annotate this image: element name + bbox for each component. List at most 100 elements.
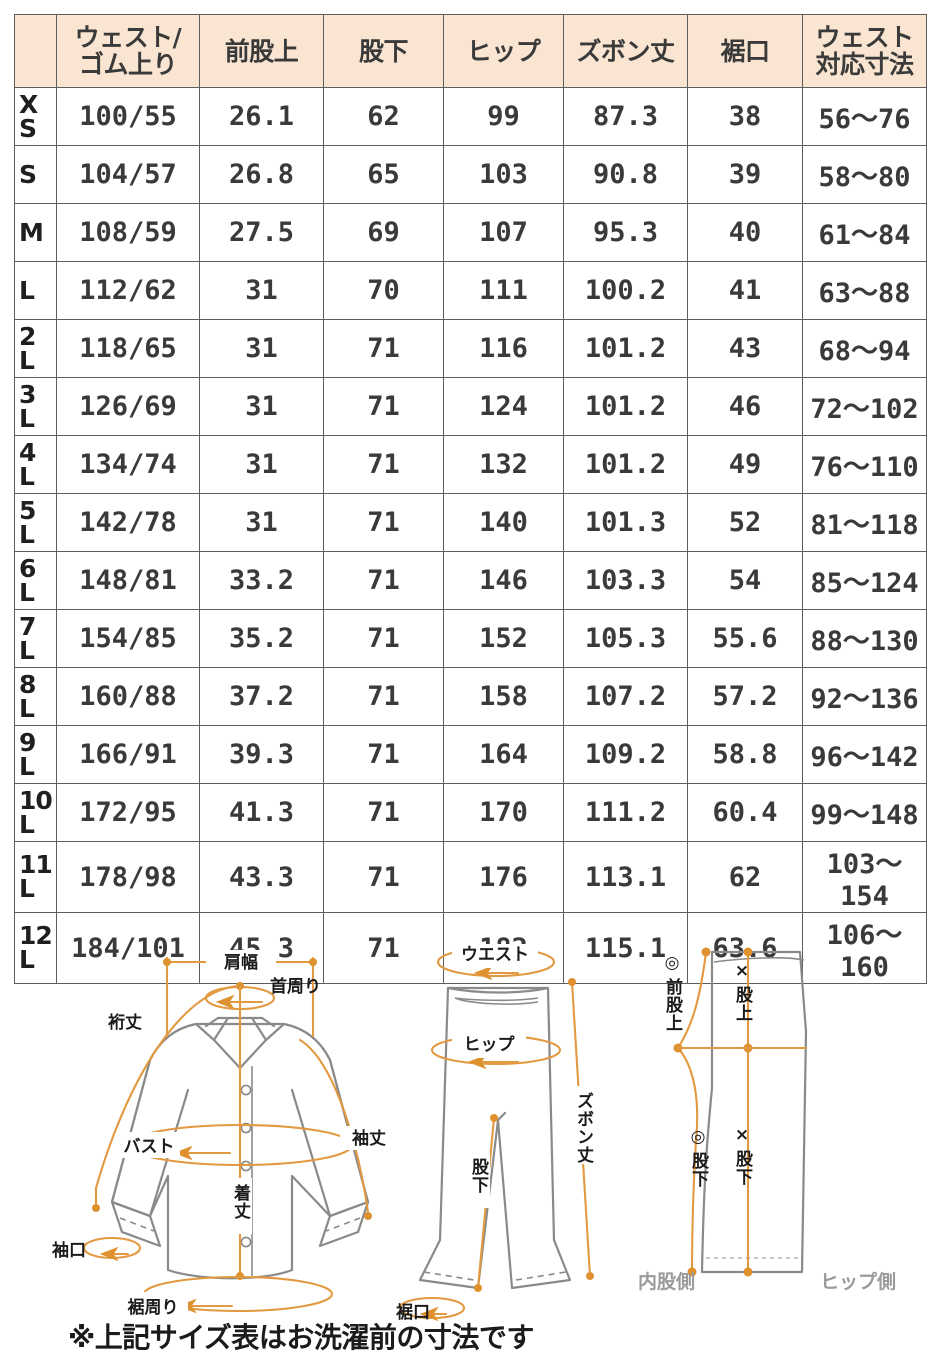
cell-susoguchi: 54	[687, 551, 803, 610]
cell-susoguchi: 52	[687, 493, 803, 552]
cell-waist-taiou: 99〜148	[802, 783, 927, 842]
crotch-front-rise-label: 前股上	[662, 977, 683, 1032]
cell-hip: 170	[443, 783, 564, 842]
header-waist-gomu-line1: ウェスト/	[74, 23, 182, 52]
header-waist-taiou: ウェスト 対応寸法	[802, 14, 927, 88]
table-row: 5 L 142/78 31 71 140 101.3 52 81〜118	[14, 493, 927, 552]
cell-waist-taiou: 81〜118	[802, 493, 927, 552]
cell-susoguchi: 43	[687, 319, 803, 378]
cell-waist-gomu: 172/95	[56, 783, 200, 842]
size-label-top: L	[19, 275, 35, 305]
cell-matashita: 71	[323, 841, 444, 913]
size-label-cell: 11 L	[14, 841, 57, 913]
cell-susoguchi: 39	[687, 145, 803, 204]
cell-waist-gomu: 160/88	[56, 667, 200, 726]
cell-waist-taiou: 103〜154	[802, 841, 927, 913]
cell-waist-taiou: 61〜84	[802, 203, 927, 262]
table-header: ウェスト/ ゴム上り 前股上 股下 ヒップ ズボン丈 裾口 ウェスト 対応寸法	[14, 14, 927, 88]
size-label-bottom: L	[19, 461, 35, 491]
cell-maemata-ue: 31	[199, 435, 324, 494]
crotch-rise-marker: ×	[735, 961, 749, 981]
size-label-bottom: L	[19, 345, 35, 375]
jacket-bust-label: バスト	[124, 1137, 175, 1157]
cell-maemata-ue: 39.3	[199, 725, 324, 784]
size-label-top: 10	[19, 785, 53, 815]
cell-waist-taiou: 92〜136	[802, 667, 927, 726]
pants-hip-label: ヒップ	[464, 1034, 516, 1055]
table-row: 7 L 154/85 35.2 71 152 105.3 55.6 88〜130	[14, 609, 927, 668]
cell-susoguchi: 57.2	[687, 667, 803, 726]
size-table-container: ウェスト/ ゴム上り 前股上 股下 ヒップ ズボン丈 裾口 ウェスト 対応寸法 …	[14, 14, 927, 984]
cell-matashita: 71	[323, 551, 444, 610]
cell-hip: 103	[443, 145, 564, 204]
size-label-top: 4	[19, 437, 36, 467]
cell-zubon-take: 113.1	[563, 841, 688, 913]
header-waist-gomu: ウェスト/ ゴム上り	[56, 14, 200, 88]
table-row: 11 L 178/98 43.3 71 176 113.1 62 103〜154	[14, 841, 927, 913]
cell-zubon-take: 115.1	[563, 912, 688, 984]
jacket-shoulder-width-label: 肩幅	[224, 952, 258, 973]
header-susoguchi: 裾口	[687, 14, 803, 88]
cell-matashita: 71	[323, 377, 444, 436]
crotch-diagram: ◎ 前股上 × 股上 ◎ 股下 × 股下 内股側 ヒップ側	[638, 947, 896, 1293]
header-row: ウェスト/ ゴム上り 前股上 股下 ヒップ ズボン丈 裾口 ウェスト 対応寸法	[14, 14, 927, 88]
size-label-top: S	[19, 159, 37, 189]
size-table: ウェスト/ ゴム上り 前股上 股下 ヒップ ズボン丈 裾口 ウェスト 対応寸法 …	[14, 14, 927, 984]
table-row: 6 L 148/81 33.2 71 146 103.3 54 85〜124	[14, 551, 927, 610]
header-waist-taiou-line1: ウェスト	[815, 23, 914, 52]
crotch-front-rise-marker: ◎	[665, 953, 680, 973]
cell-matashita: 71	[323, 609, 444, 668]
cell-hip: 99	[443, 87, 564, 146]
cell-matashita: 70	[323, 261, 444, 320]
size-label-top: 2	[19, 321, 36, 351]
cell-maemata-ue: 35.2	[199, 609, 324, 668]
cell-hip: 164	[443, 725, 564, 784]
cell-matashita: 71	[323, 493, 444, 552]
cell-waist-gomu: 154/85	[56, 609, 200, 668]
cell-matashita: 69	[323, 203, 444, 262]
cell-susoguchi: 38	[687, 87, 803, 146]
crotch-hip-side-label: ヒップ側	[820, 1270, 896, 1293]
table-row: X S 100/55 26.1 62 99 87.3 38 56〜76	[14, 87, 927, 146]
cell-zubon-take: 101.2	[563, 319, 688, 378]
cell-hip: 140	[443, 493, 564, 552]
cell-waist-taiou: 85〜124	[802, 551, 927, 610]
table-body: X S 100/55 26.1 62 99 87.3 38 56〜76 S 104/57 26.8 65…	[14, 87, 927, 984]
cell-hip: 111	[443, 261, 564, 320]
cell-waist-taiou: 106〜160	[802, 912, 927, 984]
cell-matashita: 71	[323, 783, 444, 842]
cell-waist-gomu: 104/57	[56, 145, 200, 204]
cell-waist-taiou: 76〜110	[802, 435, 927, 494]
cell-matashita: 71	[323, 725, 444, 784]
cell-waist-gomu: 108/59	[56, 203, 200, 262]
cell-hip: 152	[443, 609, 564, 668]
pants-inseam-label: 股下	[468, 1158, 489, 1194]
table-row: 8 L 160/88 37.2 71 158 107.2 57.2 92〜136	[14, 667, 927, 726]
cell-zubon-take: 107.2	[563, 667, 688, 726]
cell-susoguchi: 58.8	[687, 725, 803, 784]
cell-matashita: 71	[323, 435, 444, 494]
cell-zubon-take: 101.2	[563, 435, 688, 494]
size-label-cell: S	[14, 145, 57, 204]
size-label-cell: M	[14, 203, 57, 262]
size-label-cell: L	[14, 261, 57, 320]
cell-waist-gomu: 112/62	[56, 261, 200, 320]
cell-waist-gomu: 142/78	[56, 493, 200, 552]
cell-zubon-take: 101.2	[563, 377, 688, 436]
size-label-cell: 12 L	[14, 912, 57, 984]
jacket-cuff-label: 袖口	[51, 1240, 86, 1261]
size-label-top: M	[19, 217, 44, 247]
cell-susoguchi: 55.6	[687, 609, 803, 668]
cell-zubon-take: 103.3	[563, 551, 688, 610]
cell-waist-gomu: 100/55	[56, 87, 200, 146]
cell-matashita: 71	[323, 912, 444, 984]
cell-waist-gomu: 166/91	[56, 725, 200, 784]
